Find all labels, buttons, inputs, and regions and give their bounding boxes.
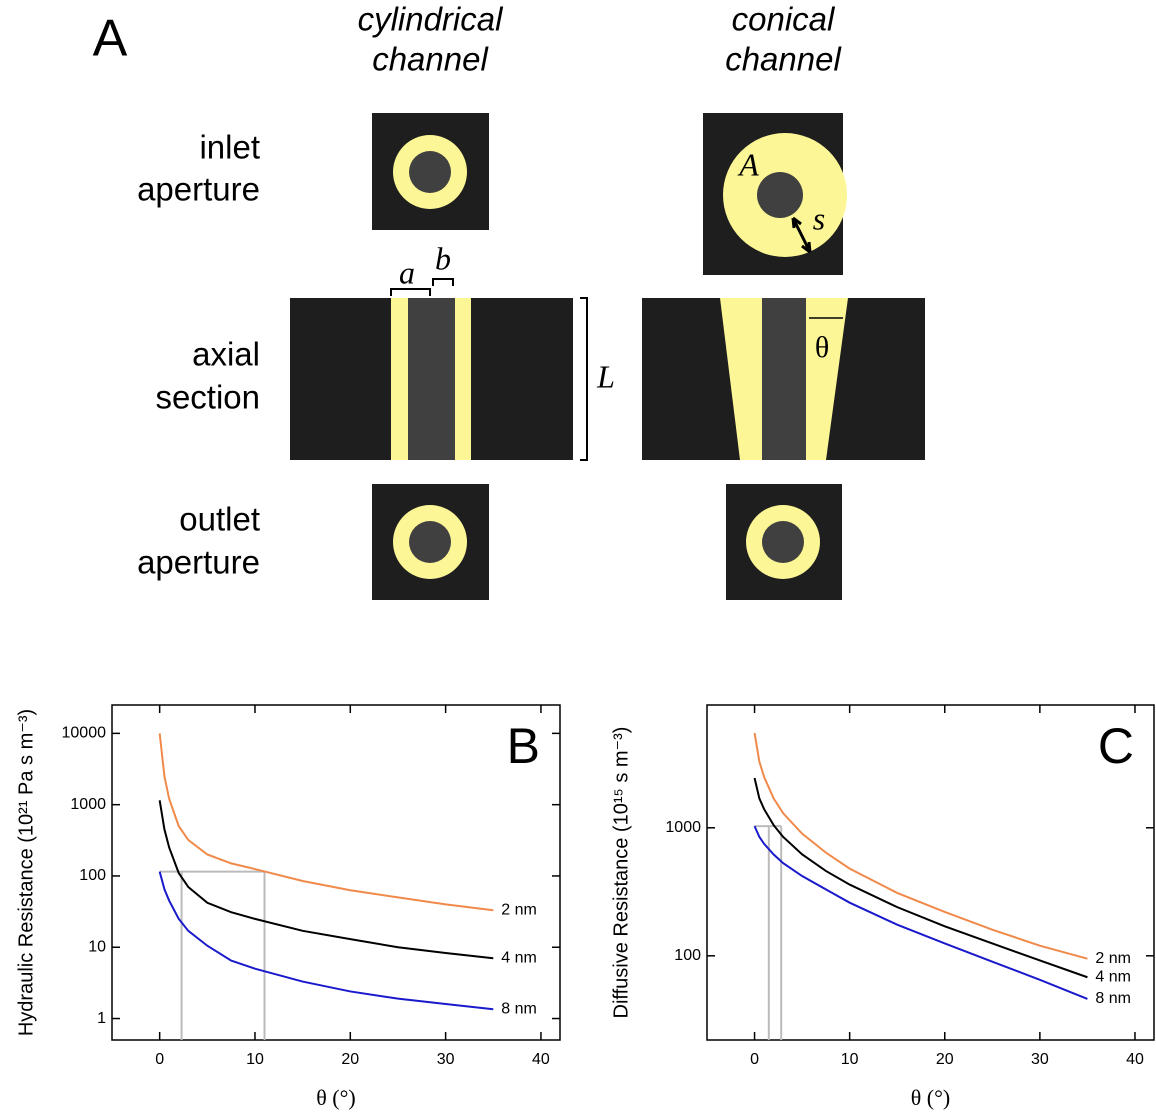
series-label: 2 nm: [1095, 950, 1131, 967]
x-tick-label: 10: [841, 1051, 859, 1068]
y-tick-label: 10000: [62, 725, 107, 742]
core: [757, 172, 803, 218]
x-axis-label: θ (°): [316, 1085, 356, 1110]
y-tick-label: 1000: [70, 796, 106, 813]
plot-frame: [111, 704, 561, 1041]
bracket: [390, 278, 454, 296]
row-label: inlet: [199, 129, 260, 166]
symbol: b: [435, 240, 451, 276]
series-label: 4 nm: [501, 950, 537, 967]
series-label: 2 nm: [501, 901, 537, 918]
x-tick-label: 40: [532, 1051, 550, 1068]
y-axis-label: Diffusive Resistance (10¹⁵ s m⁻³): [610, 727, 632, 1019]
symbol: A: [737, 146, 759, 182]
plot-frame: [706, 704, 1155, 1041]
row-label: section: [155, 379, 260, 416]
row-label: aperture: [137, 171, 260, 208]
bracket: [580, 297, 588, 461]
column-head: cylindrical: [358, 1, 505, 38]
row-label: aperture: [137, 544, 260, 581]
x-tick-label: 40: [1126, 1051, 1144, 1068]
panel-letter: C: [1098, 718, 1134, 774]
symbol: a: [399, 254, 415, 290]
x-tick-label: 20: [341, 1051, 359, 1068]
panel-letter: A: [93, 10, 128, 68]
x-tick-label: 10: [246, 1051, 264, 1068]
symbol: θ: [815, 331, 829, 364]
series-label: 8 nm: [501, 1000, 537, 1017]
panel-letter: B: [507, 718, 540, 774]
curve: [753, 825, 1088, 1000]
core: [408, 298, 455, 460]
core: [409, 151, 451, 193]
symbol: s: [813, 200, 825, 236]
column-head: channel: [372, 41, 489, 78]
symbol: L: [596, 358, 615, 394]
curve: [158, 800, 494, 960]
core: [409, 521, 451, 563]
x-axis-label: θ (°): [911, 1085, 951, 1110]
arrow: [791, 216, 812, 254]
y-axis-label: Hydraulic Resistance (10²¹ Pa s m⁻³): [15, 709, 37, 1036]
curve: [753, 777, 1088, 979]
y-tick-label: 10: [88, 938, 106, 955]
series-label: 4 nm: [1095, 968, 1131, 985]
curve: [158, 733, 494, 912]
x-tick-label: 0: [155, 1051, 164, 1068]
x-tick-label: 30: [1031, 1051, 1049, 1068]
core: [762, 521, 804, 563]
x-tick-label: 0: [750, 1051, 759, 1068]
y-tick-label: 100: [79, 867, 106, 884]
column-head: channel: [725, 41, 842, 78]
row-label: axial: [192, 336, 260, 373]
x-tick-label: 30: [437, 1051, 455, 1068]
series-label: 8 nm: [1095, 990, 1131, 1007]
y-tick-label: 100: [674, 947, 701, 964]
panel-a: A cylindrical channel conical channel in…: [93, 1, 925, 600]
curve: [753, 732, 1088, 960]
x-tick-label: 20: [936, 1051, 954, 1068]
column-head: conical: [732, 1, 836, 38]
curve: [158, 871, 494, 1011]
core: [762, 298, 806, 460]
row-label: outlet: [179, 501, 260, 538]
y-tick-label: 1000: [665, 819, 701, 836]
y-tick-label: 1: [97, 1010, 106, 1027]
